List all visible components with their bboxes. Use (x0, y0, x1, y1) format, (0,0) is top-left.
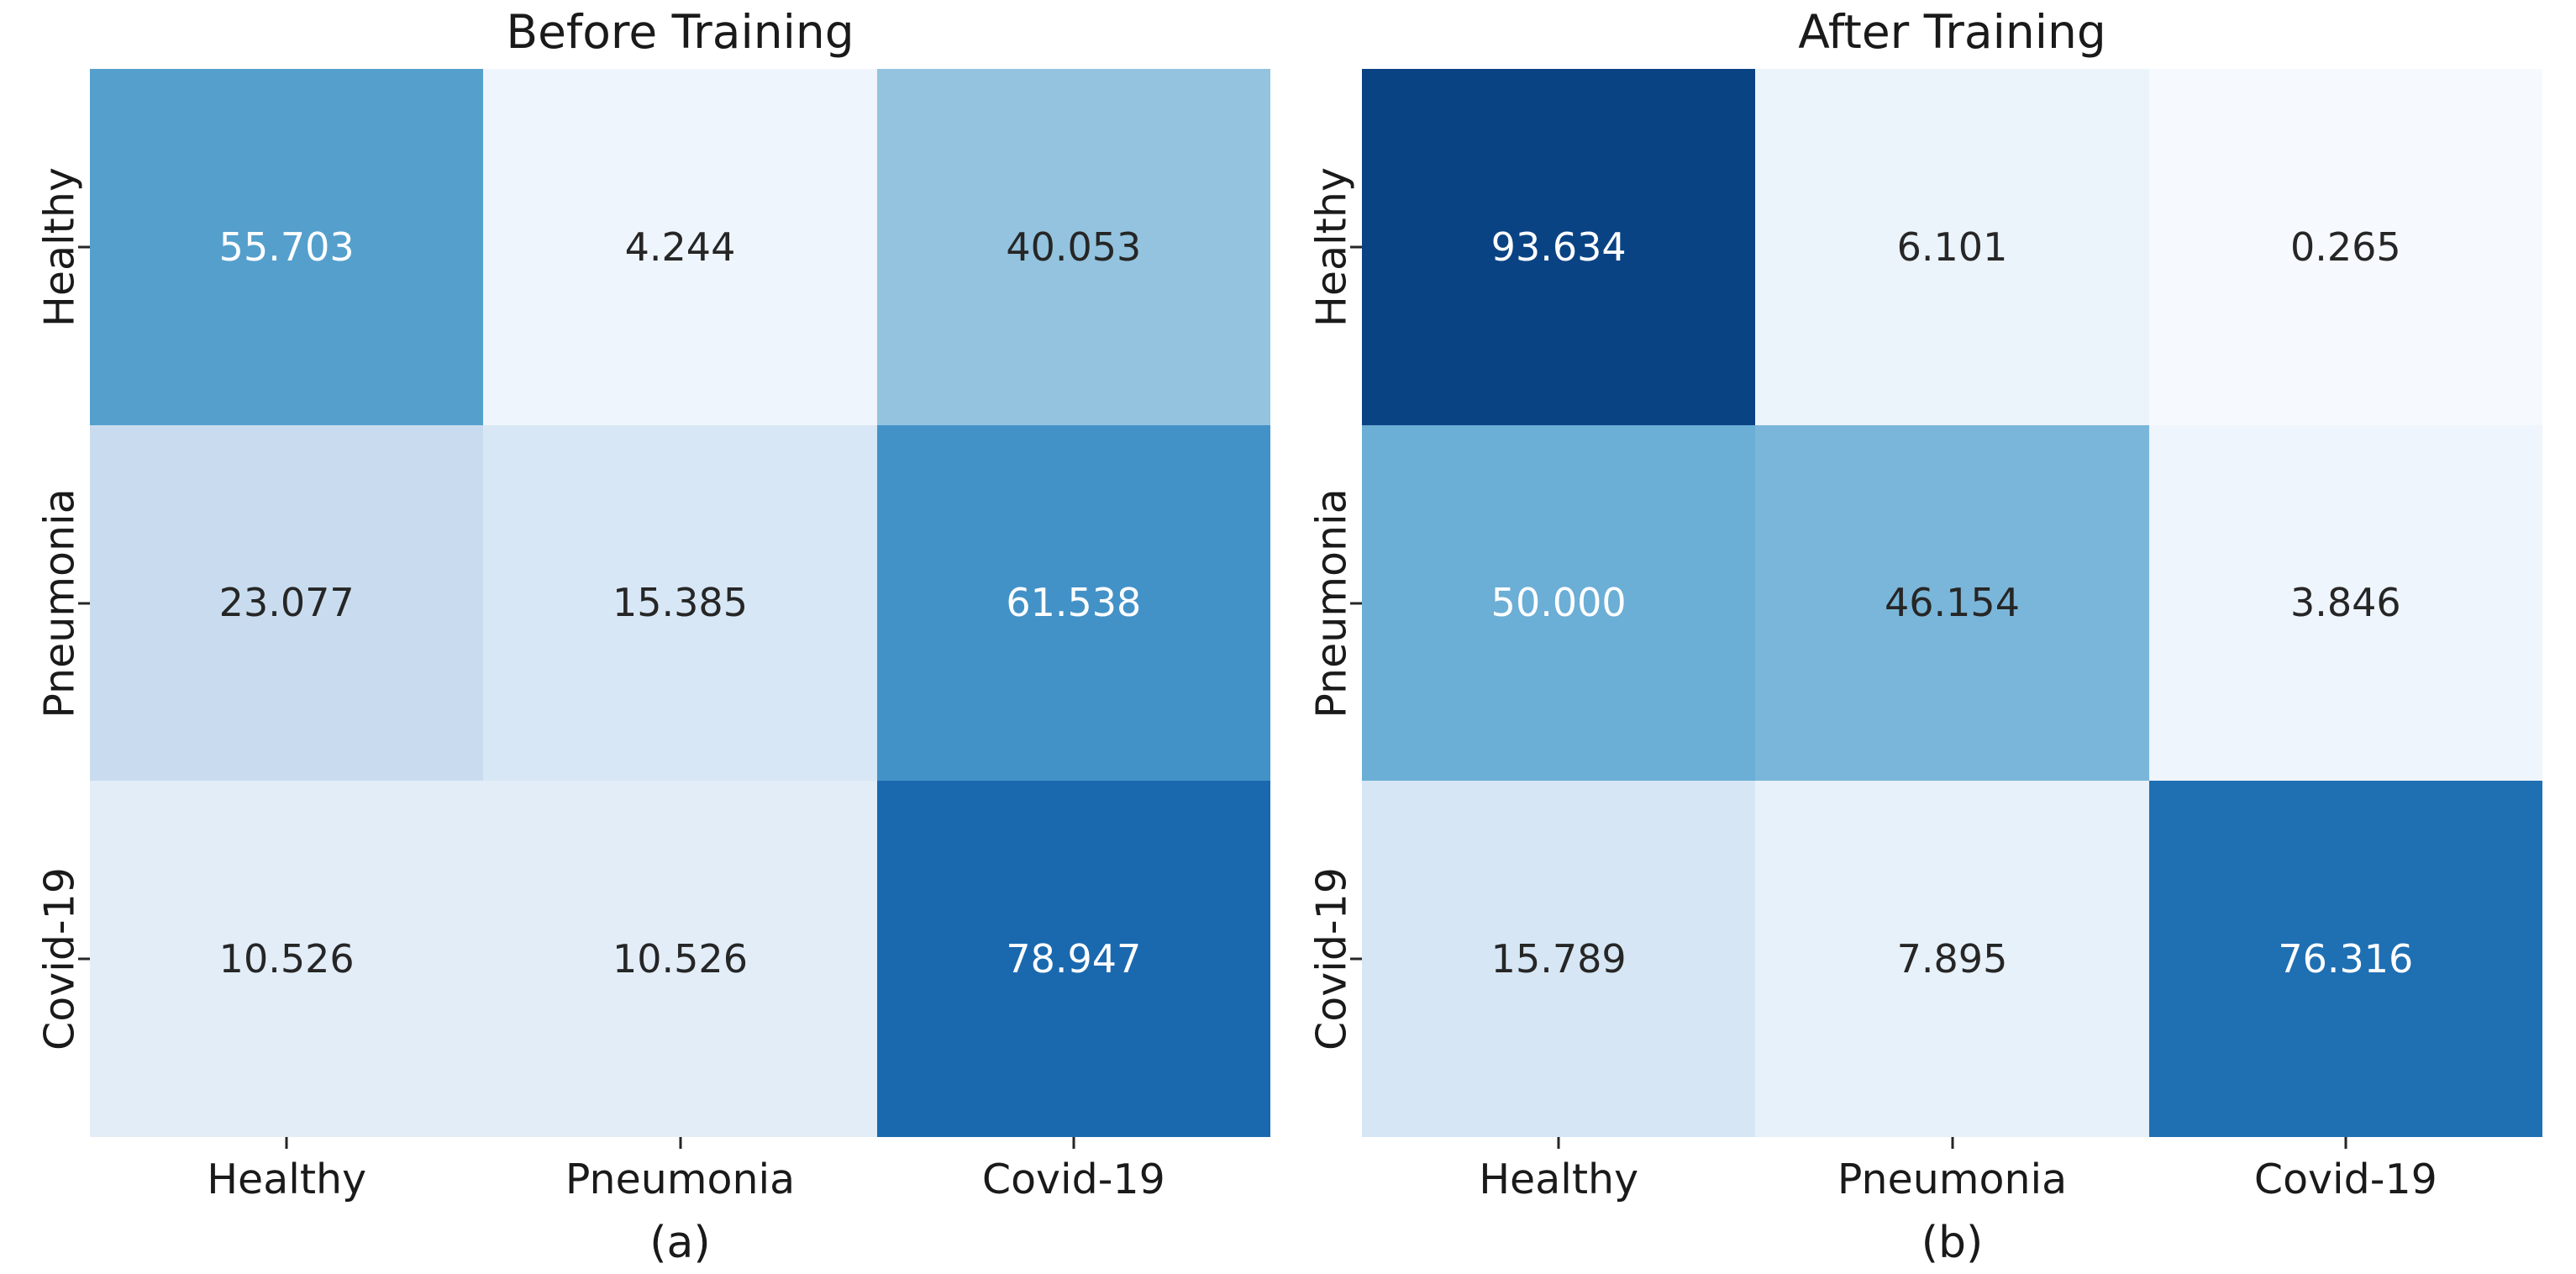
heatmap-cell: 46.154 (1755, 424, 2149, 782)
heatmap-cell: 6.101 (1755, 69, 2149, 425)
subplot-caption: (a) (649, 1218, 711, 1268)
heatmap-cell: 50.000 (1362, 424, 1756, 782)
x-tick-label: Healthy (1479, 1156, 1639, 1203)
y-tick-label: Pneumonia (35, 487, 84, 719)
y-tick-label: Covid-19 (1307, 867, 1356, 1051)
x-tick-mark (1557, 1137, 1560, 1149)
heatmap-cell: 15.385 (483, 424, 877, 782)
heatmap-cell: 61.538 (876, 424, 1270, 782)
heatmap-cell: 3.846 (2148, 424, 2542, 782)
y-tick-mark (78, 957, 90, 961)
heatmap-before-training: Before Training (a) 55.703 4.244 40.053 23.… (36, 5, 1270, 1268)
x-tick-label: Covid-19 (981, 1156, 1165, 1203)
y-tick-label: Healthy (1307, 166, 1356, 327)
x-tick-mark (2344, 1137, 2347, 1149)
heatmap-cell: 40.053 (876, 69, 1270, 425)
heatmap-cell: 23.077 (90, 424, 484, 782)
panel-after-training: After Training (b) 93.634 6.101 0.265 50.00… (1288, 0, 2576, 1274)
x-tick-label: Pneumonia (565, 1156, 796, 1203)
y-tick-label: Covid-19 (35, 867, 84, 1051)
x-tick-label: Pneumonia (1837, 1156, 2068, 1203)
x-tick-mark (1072, 1137, 1075, 1149)
y-tick-mark (1350, 957, 1362, 961)
x-tick-label: Covid-19 (2253, 1156, 2437, 1203)
panel-before-training: Before Training (a) 55.703 4.244 40.053 23.… (36, 5, 1270, 1268)
y-tick-label: Healthy (35, 166, 84, 327)
x-tick-mark (285, 1137, 288, 1149)
y-tick-mark (1350, 602, 1362, 604)
heatmap-cell: 76.316 (2148, 781, 2542, 1137)
heatmap-cell: 15.789 (1362, 781, 1756, 1137)
heatmap-cell: 0.265 (2148, 69, 2542, 425)
heatmap-cell: 7.895 (1755, 781, 2149, 1137)
y-tick-label: Pneumonia (1307, 487, 1356, 719)
y-tick-mark (78, 245, 90, 249)
y-tick-mark (1350, 245, 1362, 249)
heatmap-cell: 10.526 (483, 781, 877, 1137)
x-tick-mark (679, 1137, 681, 1149)
heatmap-cell: 10.526 (90, 781, 484, 1137)
heatmap-cell: 78.947 (876, 781, 1270, 1137)
chart-title: Before Training (506, 5, 854, 59)
x-tick-mark (1951, 1137, 1953, 1149)
heatmap-cell: 4.244 (483, 69, 877, 425)
y-tick-mark (78, 602, 90, 604)
heatmap-cell: 93.634 (1362, 69, 1756, 425)
heatmap-cell: 55.703 (90, 69, 484, 425)
x-tick-label: Healthy (207, 1156, 367, 1203)
subplot-caption: (b) (1921, 1218, 1984, 1268)
chart-title: After Training (1798, 5, 2106, 59)
heatmap-after-training: After Training (b) 93.634 6.101 0.265 50.00… (1308, 5, 2542, 1268)
